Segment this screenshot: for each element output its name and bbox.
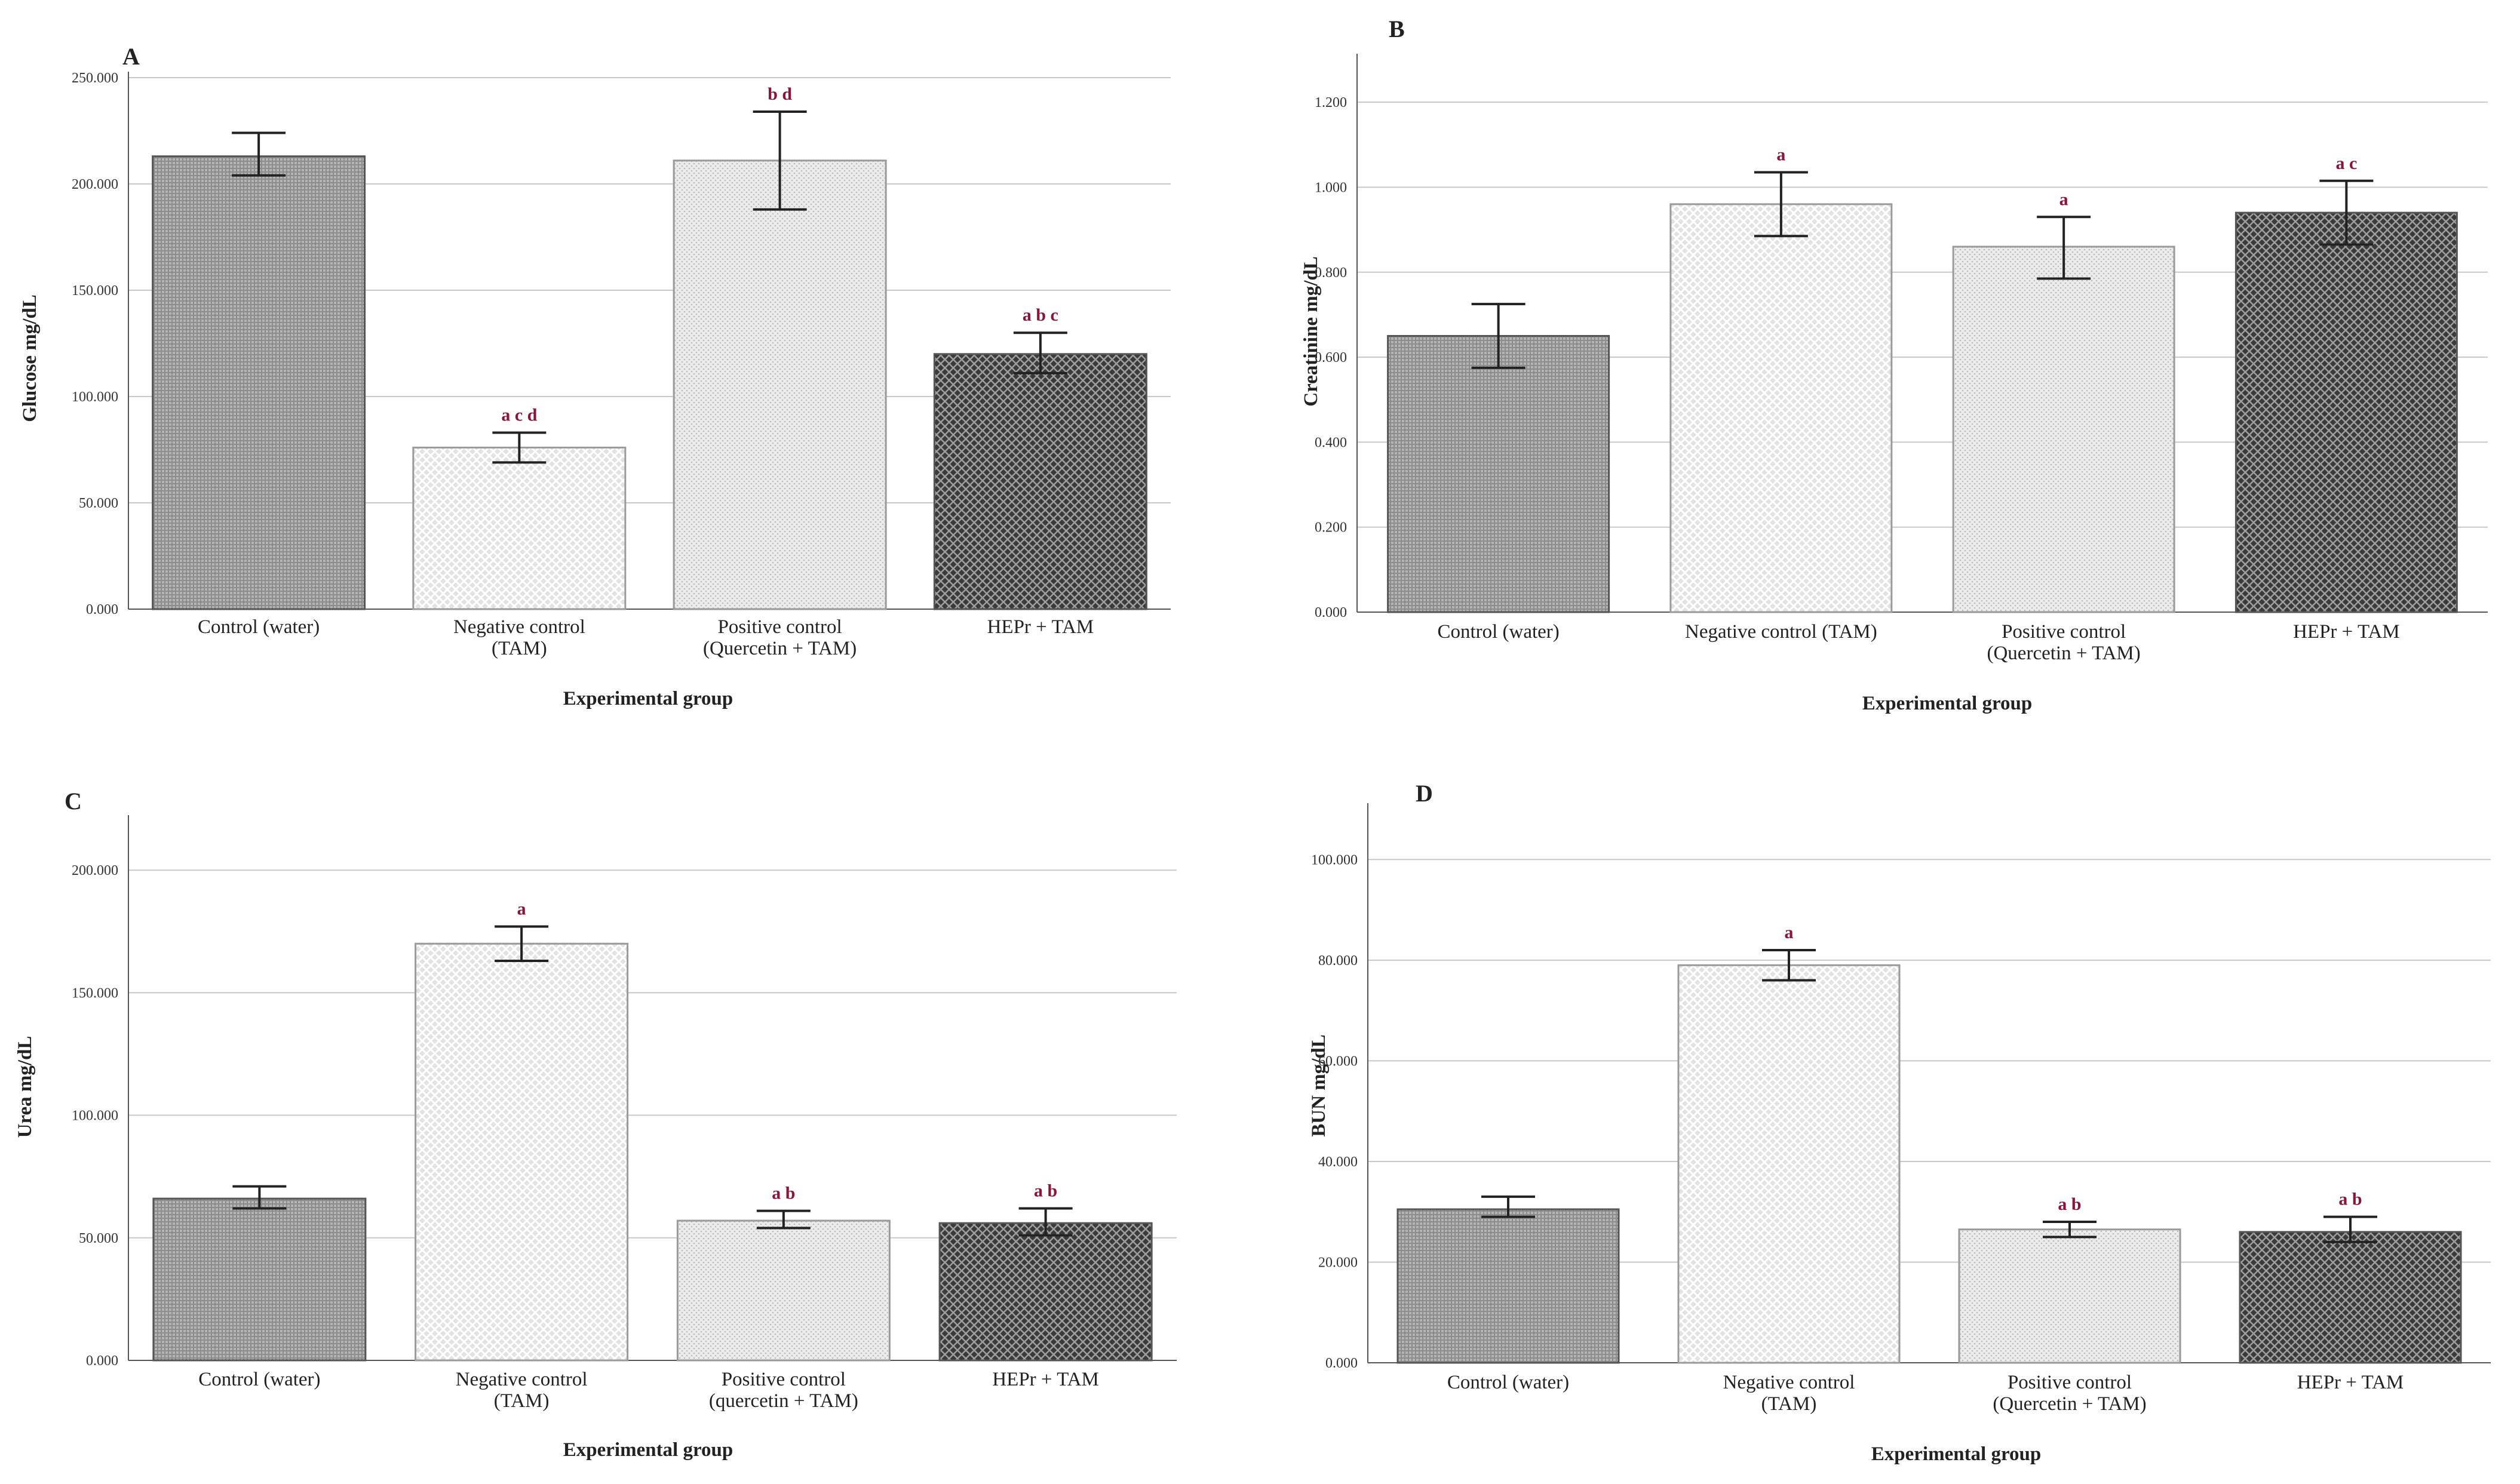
category-label: Negative control bbox=[453, 616, 585, 638]
significance-label: a c d bbox=[501, 405, 537, 425]
bar bbox=[1396, 1208, 1620, 1364]
significance-label: b d bbox=[768, 84, 792, 104]
category-label: Control (water) bbox=[1437, 621, 1559, 643]
significance-label: a b c bbox=[1023, 305, 1058, 325]
significance-label: a c bbox=[2335, 153, 2357, 173]
bar bbox=[152, 1197, 367, 1362]
significance-label: a bbox=[2059, 189, 2068, 209]
x-axis-title: Experimental group bbox=[1871, 1443, 2041, 1465]
chart-panel-b: B Creatinine mg/dL Experimental group 0.… bbox=[1300, 16, 2488, 714]
bar bbox=[415, 942, 629, 1362]
y-tick-label: 0.600 bbox=[1315, 350, 1347, 365]
bar bbox=[938, 1222, 1153, 1362]
category-label: HEPr + TAM bbox=[992, 1369, 1099, 1390]
panel-letter-b: B bbox=[1389, 16, 1405, 42]
bar bbox=[933, 353, 1147, 610]
panel-letter-a: A bbox=[122, 43, 140, 70]
y-tick-label: 0.200 bbox=[1315, 520, 1347, 536]
y-tick-label: 100.000 bbox=[72, 389, 118, 405]
category-label: (Quercetin + TAM) bbox=[1993, 1393, 2146, 1415]
y-tick-label: 1.200 bbox=[1315, 95, 1347, 110]
category-label: Control (water) bbox=[1447, 1372, 1569, 1393]
y-axis-title: Creatinine mg/dL bbox=[1300, 256, 1322, 406]
category-label: Positive control bbox=[722, 1369, 846, 1390]
y-axis-title: Glucose mg/dL bbox=[19, 294, 41, 422]
category-label: HEPr + TAM bbox=[987, 616, 1094, 638]
x-axis-title: Experimental group bbox=[1862, 693, 2032, 714]
category-label: (quercetin + TAM) bbox=[709, 1390, 858, 1412]
x-axis-title: Experimental group bbox=[563, 688, 733, 709]
y-tick-label: 20.000 bbox=[1318, 1255, 1358, 1270]
y-tick-label: 150.000 bbox=[72, 985, 118, 1001]
bar bbox=[412, 446, 627, 610]
bar bbox=[1677, 964, 1901, 1364]
y-tick-label: 60.000 bbox=[1318, 1053, 1358, 1069]
category-label: Negative control (TAM) bbox=[1685, 621, 1877, 643]
y-tick-label: 1.000 bbox=[1315, 180, 1347, 195]
significance-label: a bbox=[1785, 923, 1794, 942]
y-tick-label: 200.000 bbox=[72, 863, 118, 878]
category-label: (TAM) bbox=[494, 1390, 550, 1412]
bar bbox=[676, 1219, 891, 1362]
y-tick-label: 0.400 bbox=[1315, 435, 1347, 450]
bar bbox=[152, 155, 366, 610]
category-label: Positive control bbox=[2008, 1372, 2132, 1393]
y-tick-label: 50.000 bbox=[79, 496, 118, 511]
category-label: (Quercetin + TAM) bbox=[1987, 643, 2140, 664]
category-label: Negative control bbox=[456, 1369, 588, 1390]
y-axis-title: BUN mg/dL bbox=[1308, 1034, 1330, 1136]
y-tick-label: 50.000 bbox=[79, 1231, 118, 1246]
y-tick-label: 0.000 bbox=[1315, 605, 1347, 620]
y-tick-label: 200.000 bbox=[72, 177, 118, 192]
y-tick-label: 80.000 bbox=[1318, 953, 1358, 969]
y-tick-label: 250.000 bbox=[72, 70, 118, 86]
bar bbox=[1387, 335, 1610, 613]
y-tick-label: 100.000 bbox=[72, 1108, 118, 1124]
category-label: (TAM) bbox=[492, 638, 547, 659]
category-label: (Quercetin + TAM) bbox=[703, 638, 857, 659]
category-label: Positive control bbox=[718, 616, 842, 638]
significance-label: a bbox=[517, 899, 526, 918]
y-tick-label: 40.000 bbox=[1318, 1154, 1358, 1170]
bar bbox=[2239, 1231, 2462, 1364]
significance-label: a b bbox=[2338, 1190, 2362, 1209]
category-label: HEPr + TAM bbox=[2297, 1372, 2404, 1393]
category-label: Positive control bbox=[2002, 621, 2126, 643]
y-tick-label: 0.000 bbox=[86, 1353, 118, 1369]
significance-label: a b bbox=[1034, 1181, 1057, 1201]
y-tick-label: 0.000 bbox=[1325, 1356, 1358, 1371]
significance-label: a bbox=[1776, 145, 1785, 165]
bar bbox=[673, 159, 887, 610]
x-axis-title: Experimental group bbox=[563, 1439, 733, 1461]
panel-letter-d: D bbox=[1416, 780, 1433, 807]
chart-panel-d: D BUN mg/dL Experimental group 0.000 20.0… bbox=[1308, 780, 2491, 1465]
category-label: Control (water) bbox=[198, 1369, 320, 1390]
y-tick-label: 0.000 bbox=[86, 602, 118, 617]
category-label: Negative control bbox=[1723, 1372, 1855, 1393]
category-label: (TAM) bbox=[1761, 1393, 1817, 1415]
y-tick-label: 0.800 bbox=[1315, 265, 1347, 281]
y-tick-label: 100.000 bbox=[1311, 852, 1358, 868]
category-label: HEPr + TAM bbox=[2293, 621, 2400, 643]
significance-label: a b bbox=[2058, 1194, 2081, 1214]
category-label: Control (water) bbox=[198, 616, 320, 638]
y-axis-title: Urea mg/dL bbox=[14, 1036, 36, 1138]
bar bbox=[1952, 245, 2175, 613]
chart-panel-c: C Urea mg/dL Experimental group 0.000 50.… bbox=[14, 788, 1177, 1461]
y-tick-label: 150.000 bbox=[72, 283, 118, 299]
bar bbox=[1669, 203, 1893, 613]
panel-letter-c: C bbox=[65, 788, 82, 815]
bar bbox=[2234, 211, 2458, 613]
chart-panel-a: A Glucose mg/dL Experimental group 0.000… bbox=[19, 43, 1171, 709]
bar bbox=[1958, 1228, 2181, 1364]
significance-label: a b bbox=[772, 1184, 795, 1203]
